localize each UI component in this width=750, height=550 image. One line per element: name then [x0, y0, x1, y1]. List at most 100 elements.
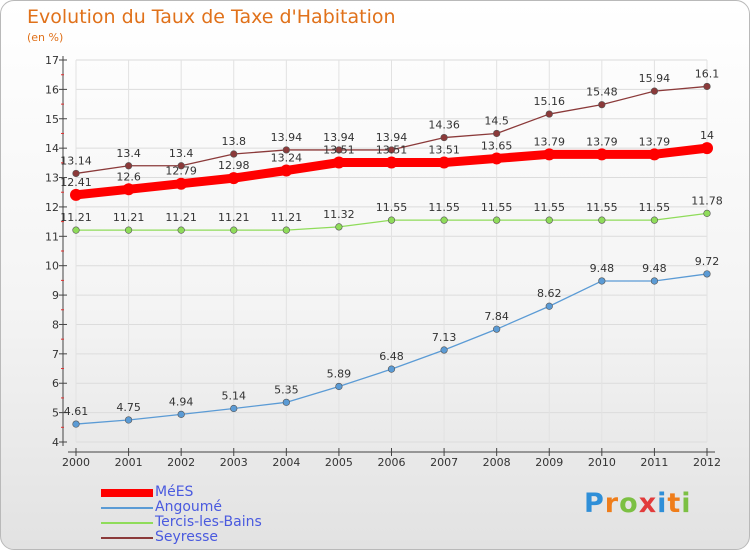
data-label: 9.48	[590, 262, 615, 275]
data-point	[230, 404, 238, 413]
x-tick-label: 2008	[483, 456, 511, 469]
y-tick-label: 16	[45, 83, 59, 96]
data-label: 11.21	[218, 211, 250, 224]
data-label: 13.24	[271, 151, 303, 164]
data-point	[385, 156, 398, 169]
data-point	[595, 148, 608, 161]
data-point	[543, 148, 556, 161]
y-tick-label: 17	[45, 54, 59, 67]
data-point	[280, 164, 293, 177]
data-label: 8.62	[537, 287, 562, 300]
data-point	[545, 302, 553, 310]
y-tick-label: 8	[52, 318, 59, 331]
data-point	[72, 226, 80, 234]
data-label: 15.94	[639, 72, 671, 85]
data-point	[227, 172, 240, 185]
x-tick-label: 2004	[272, 456, 300, 469]
data-label: 13.51	[376, 144, 408, 157]
legend-item: Seyresse	[101, 529, 341, 545]
data-point	[335, 223, 343, 231]
proxiti-logo: Proxiti	[584, 488, 692, 519]
logo-letter: P	[584, 488, 605, 519]
data-point	[438, 156, 451, 169]
data-label: 12.79	[165, 165, 197, 178]
legend-item: Angoumé	[101, 499, 341, 515]
data-label: 13.51	[323, 144, 355, 157]
chart-legend: MéES Angoumé Tercis-les-Bains Seyresse	[101, 484, 341, 545]
data-label: 11.21	[271, 211, 303, 224]
data-label: 11.21	[60, 211, 92, 224]
data-point	[703, 209, 711, 217]
data-point	[282, 146, 290, 154]
logo-letter: t	[667, 488, 682, 519]
x-tick-label: 2012	[693, 456, 721, 469]
data-point	[490, 152, 503, 165]
data-label: 5.14	[222, 390, 247, 403]
data-point	[230, 150, 238, 158]
data-point	[598, 101, 606, 109]
data-label: 14	[700, 129, 714, 142]
data-label: 4.75	[116, 401, 141, 414]
data-point	[177, 162, 185, 170]
data-label: 4.61	[64, 405, 89, 418]
legend-item: Tercis-les-Bains	[101, 514, 341, 530]
data-label: 5.35	[274, 383, 299, 396]
x-tick-label: 2001	[115, 456, 143, 469]
data-label: 9.72	[695, 255, 720, 268]
y-tick-label: 12	[45, 201, 59, 214]
data-point	[124, 162, 133, 170]
chart-title: Evolution du Taux de Taxe d'Habitation	[27, 6, 396, 28]
data-label: 13.79	[586, 135, 618, 148]
data-label: 11.21	[165, 211, 197, 224]
x-tick-label: 2002	[167, 456, 195, 469]
y-tick-label: 4	[52, 436, 59, 449]
y-tick-label: 14	[45, 142, 59, 155]
data-point	[230, 226, 238, 234]
data-point	[387, 216, 396, 224]
chart-subtitle: (en %)	[27, 31, 64, 44]
y-tick-label: 15	[45, 113, 59, 126]
data-point	[703, 82, 711, 91]
y-tick-label: 13	[45, 172, 59, 185]
legend-item: MéES	[101, 484, 341, 500]
data-point	[387, 365, 396, 373]
legend-label: Seyresse	[155, 529, 219, 545]
logo-letter: o	[619, 488, 639, 519]
x-tick-label: 2005	[325, 456, 353, 469]
y-tick-label: 6	[52, 377, 59, 390]
y-tick-label: 10	[45, 260, 59, 273]
data-label: 11.55	[639, 201, 671, 214]
data-point	[440, 346, 448, 354]
data-point	[598, 277, 606, 285]
data-point	[440, 133, 448, 142]
x-tick-label: 2009	[535, 456, 563, 469]
data-point	[650, 216, 659, 224]
data-point	[124, 226, 133, 234]
x-tick-label: 2007	[430, 456, 458, 469]
data-label: 13.51	[428, 144, 460, 157]
data-point	[648, 148, 661, 161]
y-tick-label: 7	[52, 348, 59, 361]
data-label: 5.89	[327, 367, 352, 380]
data-point	[177, 226, 185, 234]
data-label: 13.65	[481, 139, 513, 152]
data-point	[545, 216, 553, 224]
data-point	[598, 216, 606, 224]
legend-swatch	[101, 507, 153, 509]
data-label: 12.98	[218, 159, 250, 172]
data-label: 7.13	[432, 331, 457, 344]
data-label: 13.4	[169, 147, 194, 160]
data-label: 13.94	[323, 131, 355, 144]
data-point	[335, 146, 343, 154]
data-label: 13.8	[222, 135, 247, 148]
data-label: 11.55	[481, 201, 513, 214]
legend-label: Tercis-les-Bains	[155, 514, 262, 530]
x-tick-label: 2011	[640, 456, 668, 469]
x-tick-label: 2000	[62, 456, 90, 469]
data-label: 13.4	[116, 147, 141, 160]
data-label: 15.48	[586, 86, 618, 99]
data-point	[70, 188, 82, 201]
data-point	[703, 270, 711, 278]
data-point	[493, 216, 501, 224]
data-point	[387, 146, 396, 154]
